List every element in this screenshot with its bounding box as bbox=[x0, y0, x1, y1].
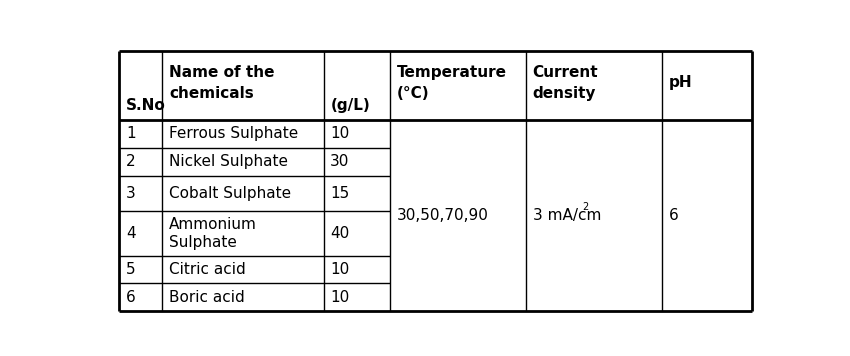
Text: S.No: S.No bbox=[126, 98, 166, 113]
Text: 5: 5 bbox=[126, 262, 136, 277]
Text: Name of the
chemicals: Name of the chemicals bbox=[169, 65, 275, 101]
Text: Ferrous Sulphate: Ferrous Sulphate bbox=[169, 126, 298, 141]
Text: 10: 10 bbox=[331, 262, 349, 277]
Text: 3 mA/cm: 3 mA/cm bbox=[533, 208, 601, 223]
Text: Temperature
(°C): Temperature (°C) bbox=[397, 65, 507, 101]
Text: 2: 2 bbox=[126, 154, 136, 169]
Text: 1: 1 bbox=[126, 126, 136, 141]
Text: Boric acid: Boric acid bbox=[169, 290, 245, 305]
Text: 30: 30 bbox=[331, 154, 349, 169]
Text: Current
density: Current density bbox=[533, 65, 598, 101]
Text: 40: 40 bbox=[331, 226, 349, 241]
Text: 2: 2 bbox=[582, 203, 588, 213]
Text: 4: 4 bbox=[126, 226, 136, 241]
Text: Nickel Sulphate: Nickel Sulphate bbox=[169, 154, 288, 169]
Text: 15: 15 bbox=[331, 186, 349, 201]
Text: pH: pH bbox=[669, 75, 692, 90]
Text: Ammonium
Sulphate: Ammonium Sulphate bbox=[169, 216, 257, 250]
Text: 10: 10 bbox=[331, 126, 349, 141]
Text: (g/L): (g/L) bbox=[331, 98, 370, 113]
Text: 3: 3 bbox=[126, 186, 136, 201]
Text: 6: 6 bbox=[126, 290, 136, 305]
Text: Citric acid: Citric acid bbox=[169, 262, 246, 277]
Text: 6: 6 bbox=[669, 208, 678, 223]
Text: Cobalt Sulphate: Cobalt Sulphate bbox=[169, 186, 292, 201]
Text: 30,50,70,90: 30,50,70,90 bbox=[397, 208, 489, 223]
Text: 10: 10 bbox=[331, 290, 349, 305]
